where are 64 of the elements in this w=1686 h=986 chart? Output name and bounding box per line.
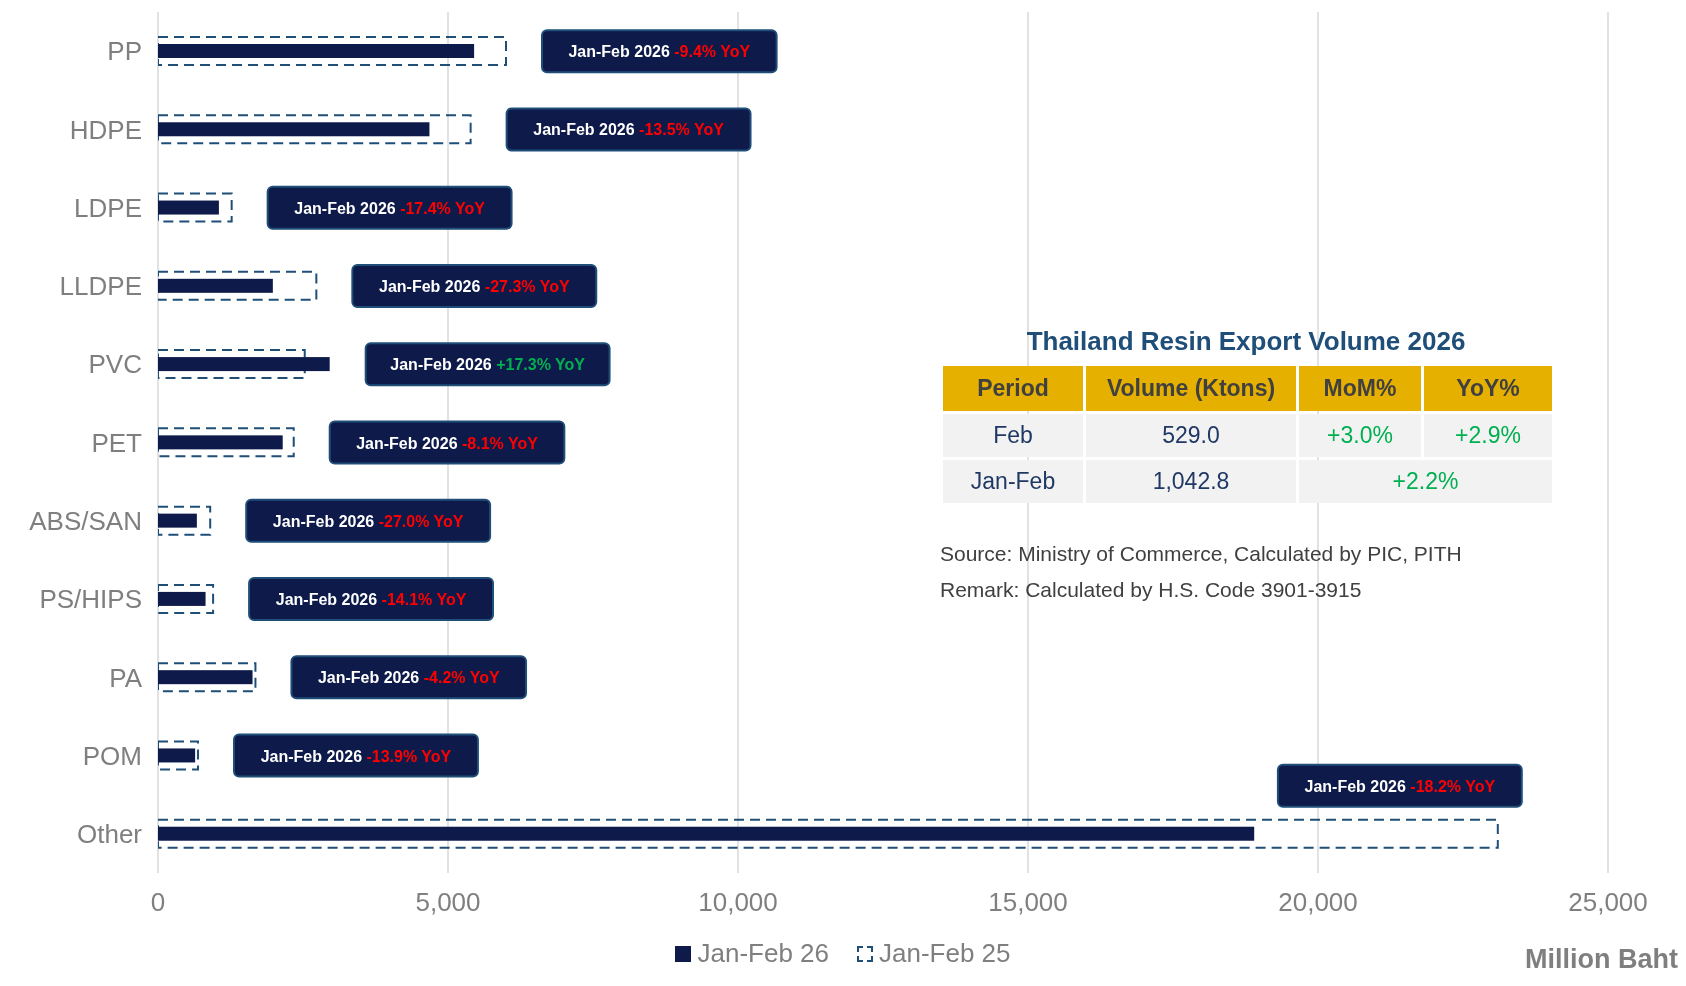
x-tick-label: 20,000 [1278,887,1358,918]
annotation: Jan-Feb 2026 -27.3% YoY [378,277,570,295]
y-tick-label: ABS/SAN [29,506,142,536]
annotation: +2.9% [1424,414,1552,457]
y-tick-label: LDPE [74,192,142,223]
bar [158,818,1499,849]
bar [158,349,306,380]
annotation: Jan-Feb 2026 -8.1% YoY [356,434,539,452]
x-tick-label: 25,000 [1568,887,1648,918]
bar [158,826,1255,841]
y-tick-label: PP [107,36,142,67]
bar [158,114,472,145]
annotation: Source: Ministry of Commerce, Calculated by PIC, PITH [940,541,1463,567]
legend-label: Jan-Feb 26 [697,938,829,969]
y-tick-label: POM [82,740,142,771]
annotation: Jan-Feb 2026 -27.0% YoY [272,512,464,530]
bar [158,583,215,614]
y-tick-label: Other [76,819,143,850]
bar [158,270,318,301]
bar [158,36,507,66]
bar [158,513,197,528]
y-tick-label: HDPE [69,114,142,145]
annotation: Jan-Feb 2026 -4.2% YoY [317,669,500,687]
x-tick-label: 0 [150,887,166,918]
annotation: 1,042.8 [1086,460,1296,503]
annotation: Jan-Feb 2026 +17.3% YoY [390,356,586,374]
x-tick-label: 15,000 [988,887,1068,918]
category-label: Period [943,366,1083,411]
annotation: Jan-Feb 2026 -9.4% YoY [568,43,751,61]
bar [158,192,233,223]
x-axis-title: Million Baht [1525,944,1678,975]
bar [158,662,257,693]
annotation: 529.0 [1086,414,1296,457]
legend-label: Jan-Feb 25 [879,938,1011,969]
text: Thailand Resin Export Volume 2026 [1025,326,1467,357]
y-tick-label: PVC [88,349,142,380]
bar [158,122,430,137]
x-tick-label: 10,000 [698,887,778,918]
annotation: +3.0% [1299,414,1421,457]
annotation: Jan-Feb 2026 -18.2% YoY [1304,777,1496,795]
category-label: YoY% [1424,366,1552,411]
annotation: Remark: Calculated by H.S. Code 3901-3915 [940,577,1363,603]
bar [158,427,295,458]
category-label: MoM% [1299,366,1421,411]
x-tick-label: 5,000 [415,887,481,918]
bar [158,200,219,215]
y-tick-label: LLDPE [59,271,142,302]
annotation: Jan-Feb 2026 -17.4% YoY [294,199,486,217]
y-tick-label: PA [109,662,143,693]
annotation: Jan-Feb 2026 -13.9% YoY [260,747,452,765]
annotation: Jan-Feb [943,460,1083,503]
bar [158,357,330,372]
y-tick-label: PS/HIPS [39,584,142,615]
bar [158,740,200,771]
category-label: Volume (Ktons) [1086,366,1296,411]
bar [158,505,212,536]
y-tick-label: PET [91,427,143,458]
bar [158,44,475,58]
annotation: Jan-Feb 2026 -13.5% YoY [533,121,725,139]
bar [158,435,283,450]
bar [158,278,273,293]
annotation: Jan-Feb 2026 -14.1% YoY [275,591,467,609]
annotation: +2.2% [1299,460,1552,503]
annotation: Feb [943,414,1083,457]
